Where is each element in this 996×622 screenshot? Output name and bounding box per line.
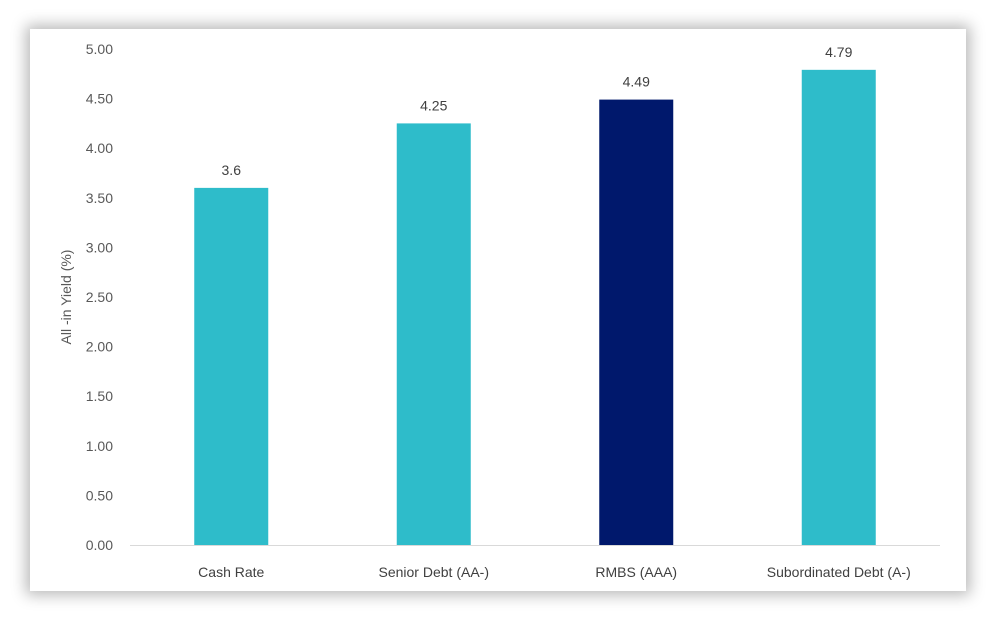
- y-tick-label: 1.50: [86, 388, 113, 404]
- category-label: Senior Debt (AA-): [379, 564, 489, 580]
- y-tick-label: 4.00: [86, 140, 113, 156]
- data-label: 4.25: [420, 97, 447, 113]
- category-labels: Cash Rate Senior Debt (AA-) RMBS (AAA) Subo…: [198, 564, 911, 580]
- bar: [194, 187, 269, 545]
- y-tick-label: 2.50: [86, 289, 113, 305]
- bars: [194, 69, 876, 546]
- bar: [396, 123, 471, 546]
- bar: [801, 69, 876, 545]
- data-label: 4.79: [825, 44, 852, 60]
- y-tick-label: 3.00: [86, 239, 113, 255]
- y-tick-label: 3.50: [86, 190, 113, 206]
- data-labels: 3.6 4.25 4.49 4.79: [222, 44, 853, 178]
- y-axis-title: All -in Yield (%): [58, 250, 74, 345]
- y-tick-label: 5.00: [86, 41, 113, 57]
- bar: [599, 99, 674, 545]
- y-tick-label: 1.00: [86, 438, 113, 454]
- data-label: 4.49: [623, 74, 650, 90]
- y-axis-ticks: 0.00 0.50 1.00 1.50 2.00 2.50 3.00 3.50 4.00 4.50…: [86, 41, 113, 553]
- y-tick-label: 2.00: [86, 339, 113, 355]
- category-label: RMBS (AAA): [595, 564, 677, 580]
- y-tick-label: 4.50: [86, 91, 113, 107]
- category-label: Cash Rate: [198, 564, 264, 580]
- data-label: 3.6: [222, 162, 242, 178]
- category-label: Subordinated Debt (A-): [767, 564, 911, 580]
- y-tick-label: 0.00: [86, 537, 113, 553]
- y-tick-label: 0.50: [86, 487, 113, 503]
